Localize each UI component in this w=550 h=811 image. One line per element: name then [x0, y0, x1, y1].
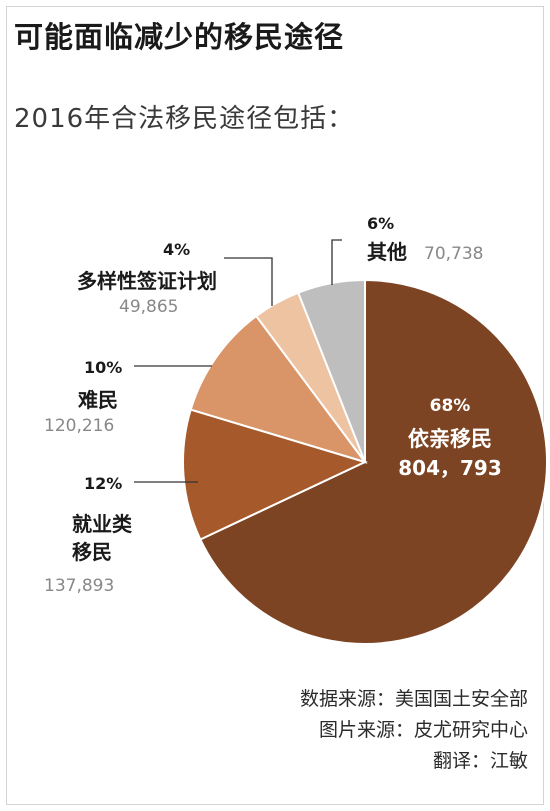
slice-pct-other: 6%: [367, 214, 394, 233]
slice-family: [198, 278, 548, 645]
slice-label-refugee: 难民: [77, 388, 118, 412]
source-translator: 翻译：江敏: [432, 750, 528, 772]
chart-subtitle: 2016年合法移民途径包括：: [14, 104, 355, 134]
slice-pct-family: 68%: [430, 396, 471, 416]
slice-label-employment-line2: 移民: [72, 540, 112, 564]
slice-pct-diversity: 4%: [163, 240, 190, 259]
chart-title: 可能面临减少的移民途径: [14, 20, 345, 54]
slice-value-employment: 137,893: [44, 576, 114, 596]
slice-value-diversity: 49,865: [119, 297, 178, 317]
source-data: 数据来源：美国国土安全部: [299, 688, 528, 710]
slice-pct-refugee: 10%: [84, 358, 122, 377]
slice-other: [296, 278, 366, 463]
slice-value-family: 804，793: [398, 456, 502, 480]
leader-line-diversity: [224, 257, 273, 306]
slice-employment: [182, 408, 368, 541]
slice-value-other: 70,738: [424, 244, 483, 264]
source-image: 图片来源：皮尤研究中心: [318, 719, 528, 741]
slice-label-diversity: 多样性签证计划: [77, 269, 217, 293]
slice-label-family: 依亲移民: [408, 427, 492, 451]
slice-label-employment-line1: 就业类: [72, 512, 132, 536]
slice-label-other: 其他: [367, 240, 407, 264]
slice-value-refugee: 120,216: [44, 416, 114, 436]
chart-frame: [6, 6, 544, 805]
slice-refugee: [189, 314, 368, 464]
leader-line-other: [331, 239, 342, 285]
slice-pct-employment: 12%: [84, 474, 122, 493]
